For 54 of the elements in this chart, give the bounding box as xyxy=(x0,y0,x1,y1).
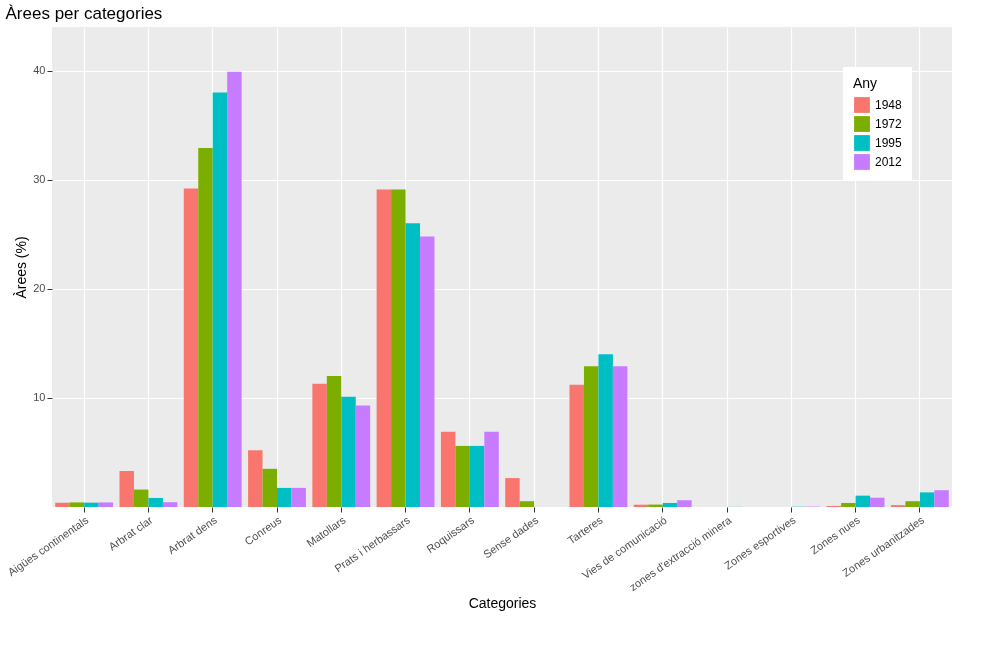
bar xyxy=(212,92,228,507)
y-axis-title: Àrees (%) xyxy=(13,236,30,299)
bar xyxy=(391,189,406,507)
bar xyxy=(469,445,485,507)
bar xyxy=(598,354,613,507)
legend-label: 1948 xyxy=(875,98,903,112)
bar xyxy=(905,501,920,507)
bar xyxy=(277,487,292,507)
bar xyxy=(355,405,371,507)
bar xyxy=(162,502,178,507)
bar xyxy=(569,384,584,507)
bar xyxy=(262,468,277,507)
bar xyxy=(55,502,70,507)
bar xyxy=(183,188,199,507)
legend-label: 1972 xyxy=(875,117,903,131)
bar xyxy=(198,148,213,507)
bar xyxy=(405,223,421,507)
bar xyxy=(420,236,435,507)
bar xyxy=(612,366,628,507)
bar xyxy=(855,495,871,507)
bar xyxy=(133,489,149,507)
bar xyxy=(341,396,356,507)
bar xyxy=(376,189,392,507)
bar xyxy=(662,502,678,507)
y-tick-label: 40 xyxy=(33,64,46,77)
bar xyxy=(484,431,499,507)
legend-label: 2012 xyxy=(875,155,903,169)
bar xyxy=(841,502,856,507)
bar xyxy=(870,497,885,507)
bar xyxy=(505,478,520,507)
bar xyxy=(519,501,535,507)
bar xyxy=(934,490,949,507)
bar xyxy=(919,492,935,507)
bar xyxy=(119,471,134,507)
chart-title: Àrees per categories xyxy=(5,4,163,23)
bar xyxy=(440,431,456,507)
bar xyxy=(227,71,242,507)
bar xyxy=(248,450,263,507)
legend-label: 1995 xyxy=(875,136,903,150)
bar xyxy=(69,502,85,507)
bar xyxy=(677,500,692,507)
y-tick-label: 10 xyxy=(33,391,46,404)
bar xyxy=(326,376,342,507)
legend-title: Any xyxy=(853,75,878,91)
bar xyxy=(148,497,163,507)
y-tick-label: 30 xyxy=(33,173,46,186)
x-axis-title: Categories xyxy=(468,595,537,612)
bar xyxy=(98,502,114,507)
bar xyxy=(291,487,306,507)
bar xyxy=(583,366,599,507)
y-tick-label: 20 xyxy=(33,282,46,295)
bar xyxy=(312,383,327,507)
bar xyxy=(455,445,470,507)
bar xyxy=(84,502,99,507)
